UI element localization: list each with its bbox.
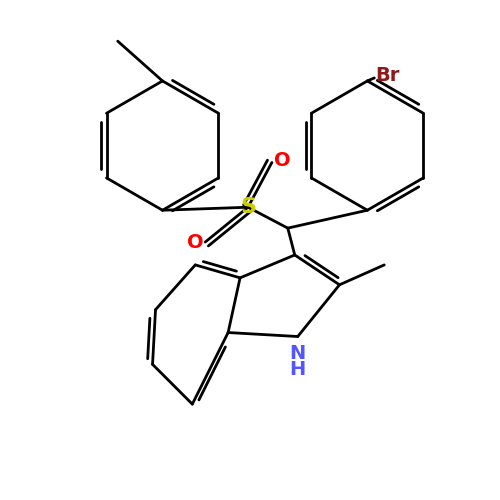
Text: O: O bbox=[274, 151, 290, 170]
Text: H: H bbox=[290, 360, 306, 380]
Text: S: S bbox=[240, 197, 256, 217]
Text: Br: Br bbox=[376, 66, 400, 86]
Text: N: N bbox=[290, 344, 306, 364]
Text: O: O bbox=[186, 232, 204, 252]
